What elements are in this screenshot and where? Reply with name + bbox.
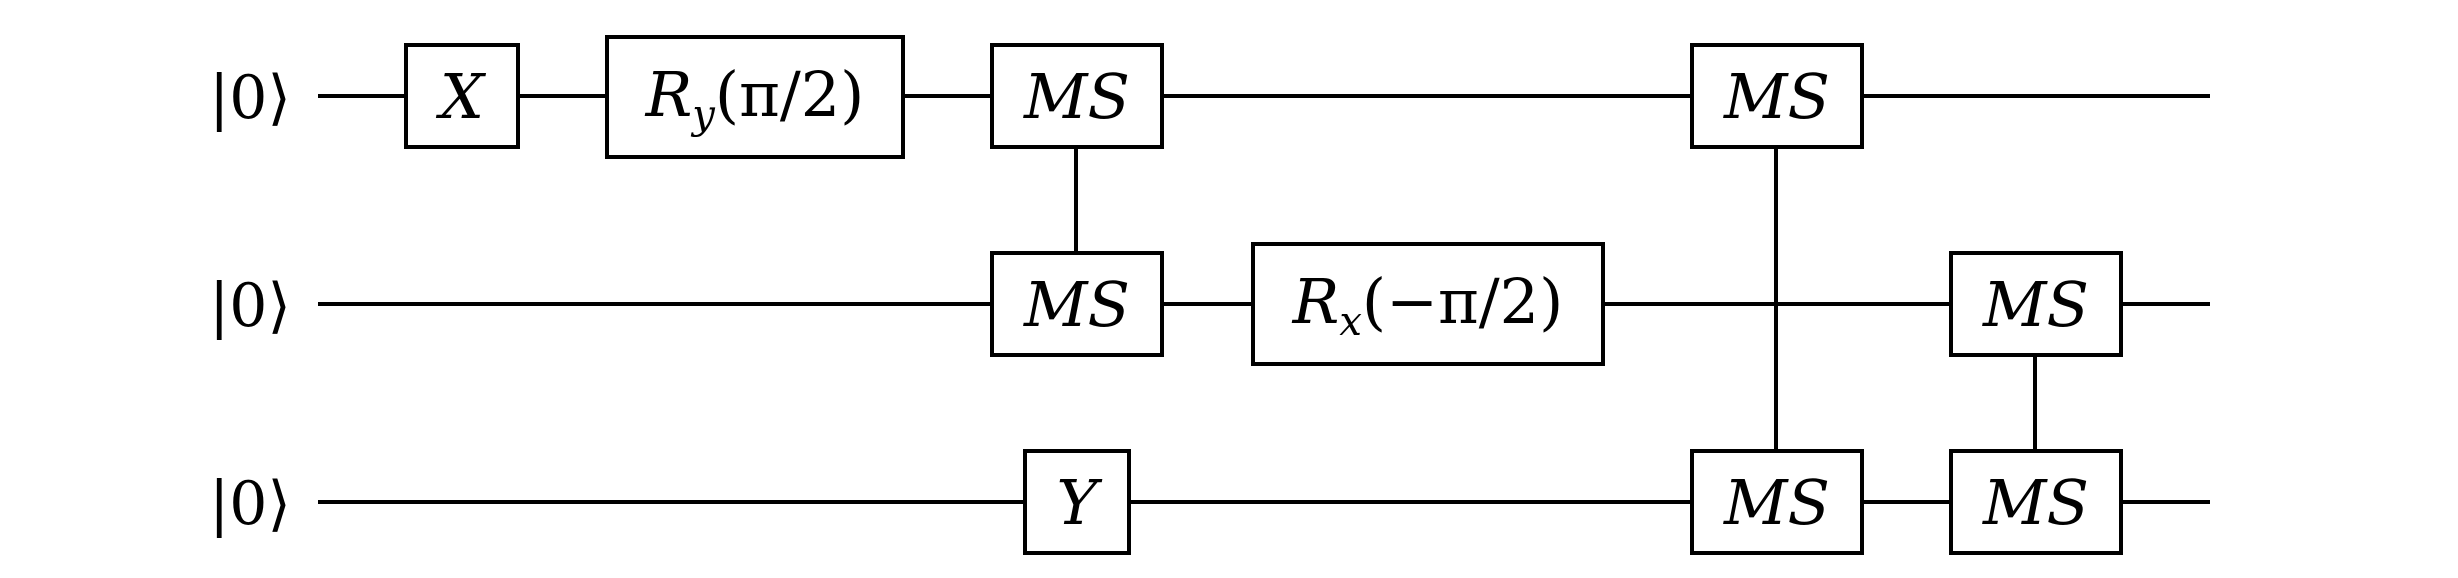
y-gate: Y (1023, 449, 1131, 555)
ms-gate-q2-third-box (1949, 449, 2123, 555)
ms-gate-q0-second-box (1690, 43, 1864, 149)
rx-gate-box (1251, 242, 1605, 366)
rx-gate-argument: (−π/2) (1362, 265, 1563, 338)
ry-gate-box (605, 35, 905, 159)
ry-gate-argument: (π/2) (715, 58, 864, 131)
ms-gate-q0-first-box (990, 43, 1164, 149)
ms-gate-q2-second-box (1690, 449, 1864, 555)
qubit-0-ket-label: |0⟩ (209, 63, 291, 133)
ms-gate-q1-third-box (1949, 251, 2123, 357)
ms-gate-q0-first: MS (990, 43, 1164, 149)
ms-gate-q0-first-label: MS (1023, 60, 1130, 133)
ms-gate-q1-third-label: MS (1982, 268, 2089, 341)
qubit-2-ket-label: |0⟩ (209, 469, 291, 539)
ms-gate-q1-first-box (990, 251, 1164, 357)
rx-gate-label: Rx(−π/2) (1292, 265, 1564, 345)
ms-gate-q1-third: MS (1949, 251, 2123, 357)
ms-gate-q2-second: MS (1690, 449, 1864, 555)
x-gate-label: X (436, 60, 487, 133)
rx-gate-subscript: x (1339, 299, 1362, 345)
ry-gate-base: R (645, 58, 693, 131)
x-gate: X (404, 43, 520, 149)
qubit-1-ket-label: |0⟩ (209, 271, 291, 341)
y-gate-box (1023, 449, 1131, 555)
ms-gate-q2-second-label: MS (1723, 466, 1830, 539)
rx-gate-base: R (1292, 265, 1340, 338)
ms-gate-q0-second-label: MS (1723, 60, 1830, 133)
x-gate-box (404, 43, 520, 149)
y-gate-label: Y (1057, 466, 1103, 539)
ms-gate-q0-second: MS (1690, 43, 1864, 149)
ry-gate: Ry(π/2) (605, 35, 905, 159)
ry-gate-label: Ry(π/2) (645, 58, 865, 138)
ms-gate-q1-first: MS (990, 251, 1164, 357)
ry-gate-subscript: y (690, 92, 716, 138)
ms-gate-q2-third: MS (1949, 449, 2123, 555)
ms-gate-q2-third-label: MS (1982, 466, 2089, 539)
ms-gate-q1-first-label: MS (1023, 268, 1130, 341)
rx-gate: Rx(−π/2) (1251, 242, 1605, 366)
